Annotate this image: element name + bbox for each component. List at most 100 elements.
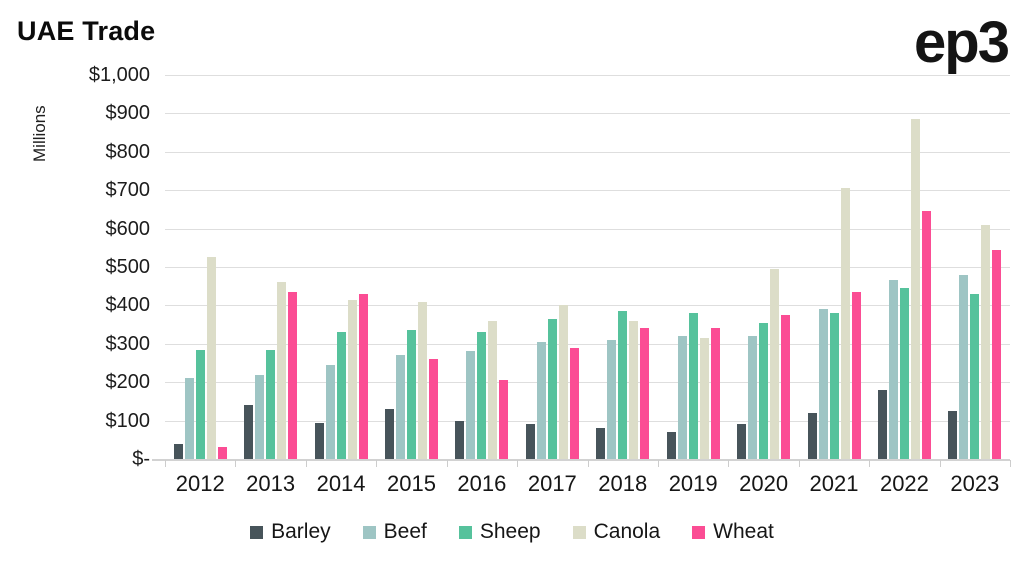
bar-2014-canola [347, 299, 357, 459]
bar-2018-wheat [640, 328, 650, 459]
x-tickmark [728, 460, 730, 467]
x-tickmark [657, 460, 659, 467]
bar-2018-sheep [618, 311, 628, 459]
x-axis-label-2021: 2021 [809, 471, 859, 496]
bar-2020-barley [737, 424, 747, 459]
x-axis-label-2015: 2015 [387, 471, 436, 496]
gridline [165, 382, 1010, 384]
bar-2021-sheep [829, 313, 839, 459]
y-tick-label: $200 [105, 371, 151, 394]
gridline [165, 113, 1010, 115]
bar-2018-beef [607, 339, 617, 459]
bar-group-2015 [376, 75, 446, 459]
bar-2017-canola [558, 305, 568, 459]
x-axis-label-2022: 2022 [879, 471, 929, 496]
bar-group-2017 [517, 75, 587, 459]
legend-item-wheat: Wheat [692, 520, 774, 544]
bar-2014-wheat [358, 293, 368, 459]
legend-swatch-beef [362, 525, 376, 539]
legend-item-sheep: Sheep [458, 520, 541, 544]
legend-item-canola: Canola [572, 520, 661, 544]
x-tickmark [798, 460, 800, 467]
x-axis-label-2013: 2013 [246, 471, 296, 496]
x-axis-label-2014: 2014 [316, 471, 366, 496]
bar-2015-sheep [406, 330, 416, 459]
bar-2020-canola [770, 268, 780, 459]
legend-label: Wheat [713, 520, 774, 543]
ep3-logo: ep3 [914, 10, 1010, 75]
bar-2015-beef [395, 355, 405, 459]
bar-2013-barley [244, 405, 254, 459]
y-tick-label: $600 [105, 217, 151, 240]
x-tickmark [305, 460, 307, 467]
bar-group-2016 [447, 75, 517, 459]
bar-2020-beef [748, 336, 758, 459]
bar-2016-beef [466, 351, 476, 459]
bar-2021-beef [818, 309, 828, 459]
x-axis-label-2019: 2019 [668, 471, 718, 496]
x-tickmark [869, 460, 871, 467]
bar-2020-sheep [759, 322, 769, 459]
x-axis-label-2016: 2016 [457, 471, 507, 496]
bar-2019-beef [677, 336, 687, 459]
y-tick-label: $300 [105, 332, 151, 355]
bar-group-2020 [728, 75, 798, 459]
gridline [165, 305, 1010, 307]
y-tick-label: $400 [105, 294, 151, 317]
bar-2015-canola [417, 301, 427, 459]
x-axis-label-2018: 2018 [598, 471, 648, 496]
x-axis-labels: 2012 2013 2014 2015 2016 2017 2018 2019 2020 2021… [165, 471, 1010, 497]
bar-2012-canola [206, 257, 216, 459]
bar-group-2014 [306, 75, 376, 459]
legend-label: Canola [593, 520, 661, 543]
bar-2022-canola [910, 119, 920, 459]
bar-2023-barley [948, 411, 958, 459]
bar-2014-beef [325, 364, 335, 459]
y-tick-label: $500 [105, 256, 151, 278]
bar-2019-canola [699, 338, 709, 459]
x-tickmark [165, 460, 166, 467]
bar-2017-barley [525, 424, 535, 459]
gridline [165, 151, 1010, 153]
bar-2019-sheep [688, 313, 698, 459]
x-tickmark [235, 460, 237, 467]
gridline [165, 75, 1010, 76]
bar-group-2012 [165, 75, 235, 459]
x-tickmark [446, 460, 448, 467]
x-axis-label-2020: 2020 [739, 471, 789, 496]
bar-2013-canola [277, 282, 287, 459]
chart-title: UAE Trade [17, 16, 156, 46]
gridline [165, 420, 1010, 422]
y-tick-label: $700 [105, 179, 151, 202]
bar-groups [165, 75, 1010, 459]
bar-2016-wheat [499, 380, 509, 459]
x-axis-label-2023: 2023 [950, 471, 1000, 496]
x-tickmark [1010, 460, 1011, 467]
bar-2014-barley [314, 422, 324, 459]
bar-2023-canola [981, 224, 991, 459]
bar-group-2022 [869, 75, 939, 459]
bar-2016-sheep [477, 332, 487, 459]
bar-group-2018 [588, 75, 658, 459]
legend-item-beef: Beef [362, 520, 427, 544]
bar-group-2013 [235, 75, 305, 459]
y-tick-label: $- [132, 448, 150, 470]
gridline [165, 267, 1010, 268]
bar-2012-beef [184, 378, 194, 459]
bar-2012-barley [173, 443, 183, 459]
bar-2013-wheat [288, 291, 298, 459]
bar-2023-sheep [970, 293, 980, 459]
bar-2020-wheat [781, 315, 791, 459]
bar-2018-barley [596, 428, 606, 459]
bar-group-2019 [658, 75, 728, 459]
bar-2015-wheat [428, 359, 438, 459]
bar-2017-sheep [547, 318, 557, 459]
y-tick-label: $100 [105, 409, 151, 432]
gridline [165, 343, 1010, 345]
x-axis-line [152, 459, 1010, 461]
bar-2013-beef [255, 374, 265, 459]
bar-group-2023 [940, 75, 1010, 459]
bar-2021-wheat [851, 291, 861, 459]
bar-2015-barley [384, 409, 394, 459]
